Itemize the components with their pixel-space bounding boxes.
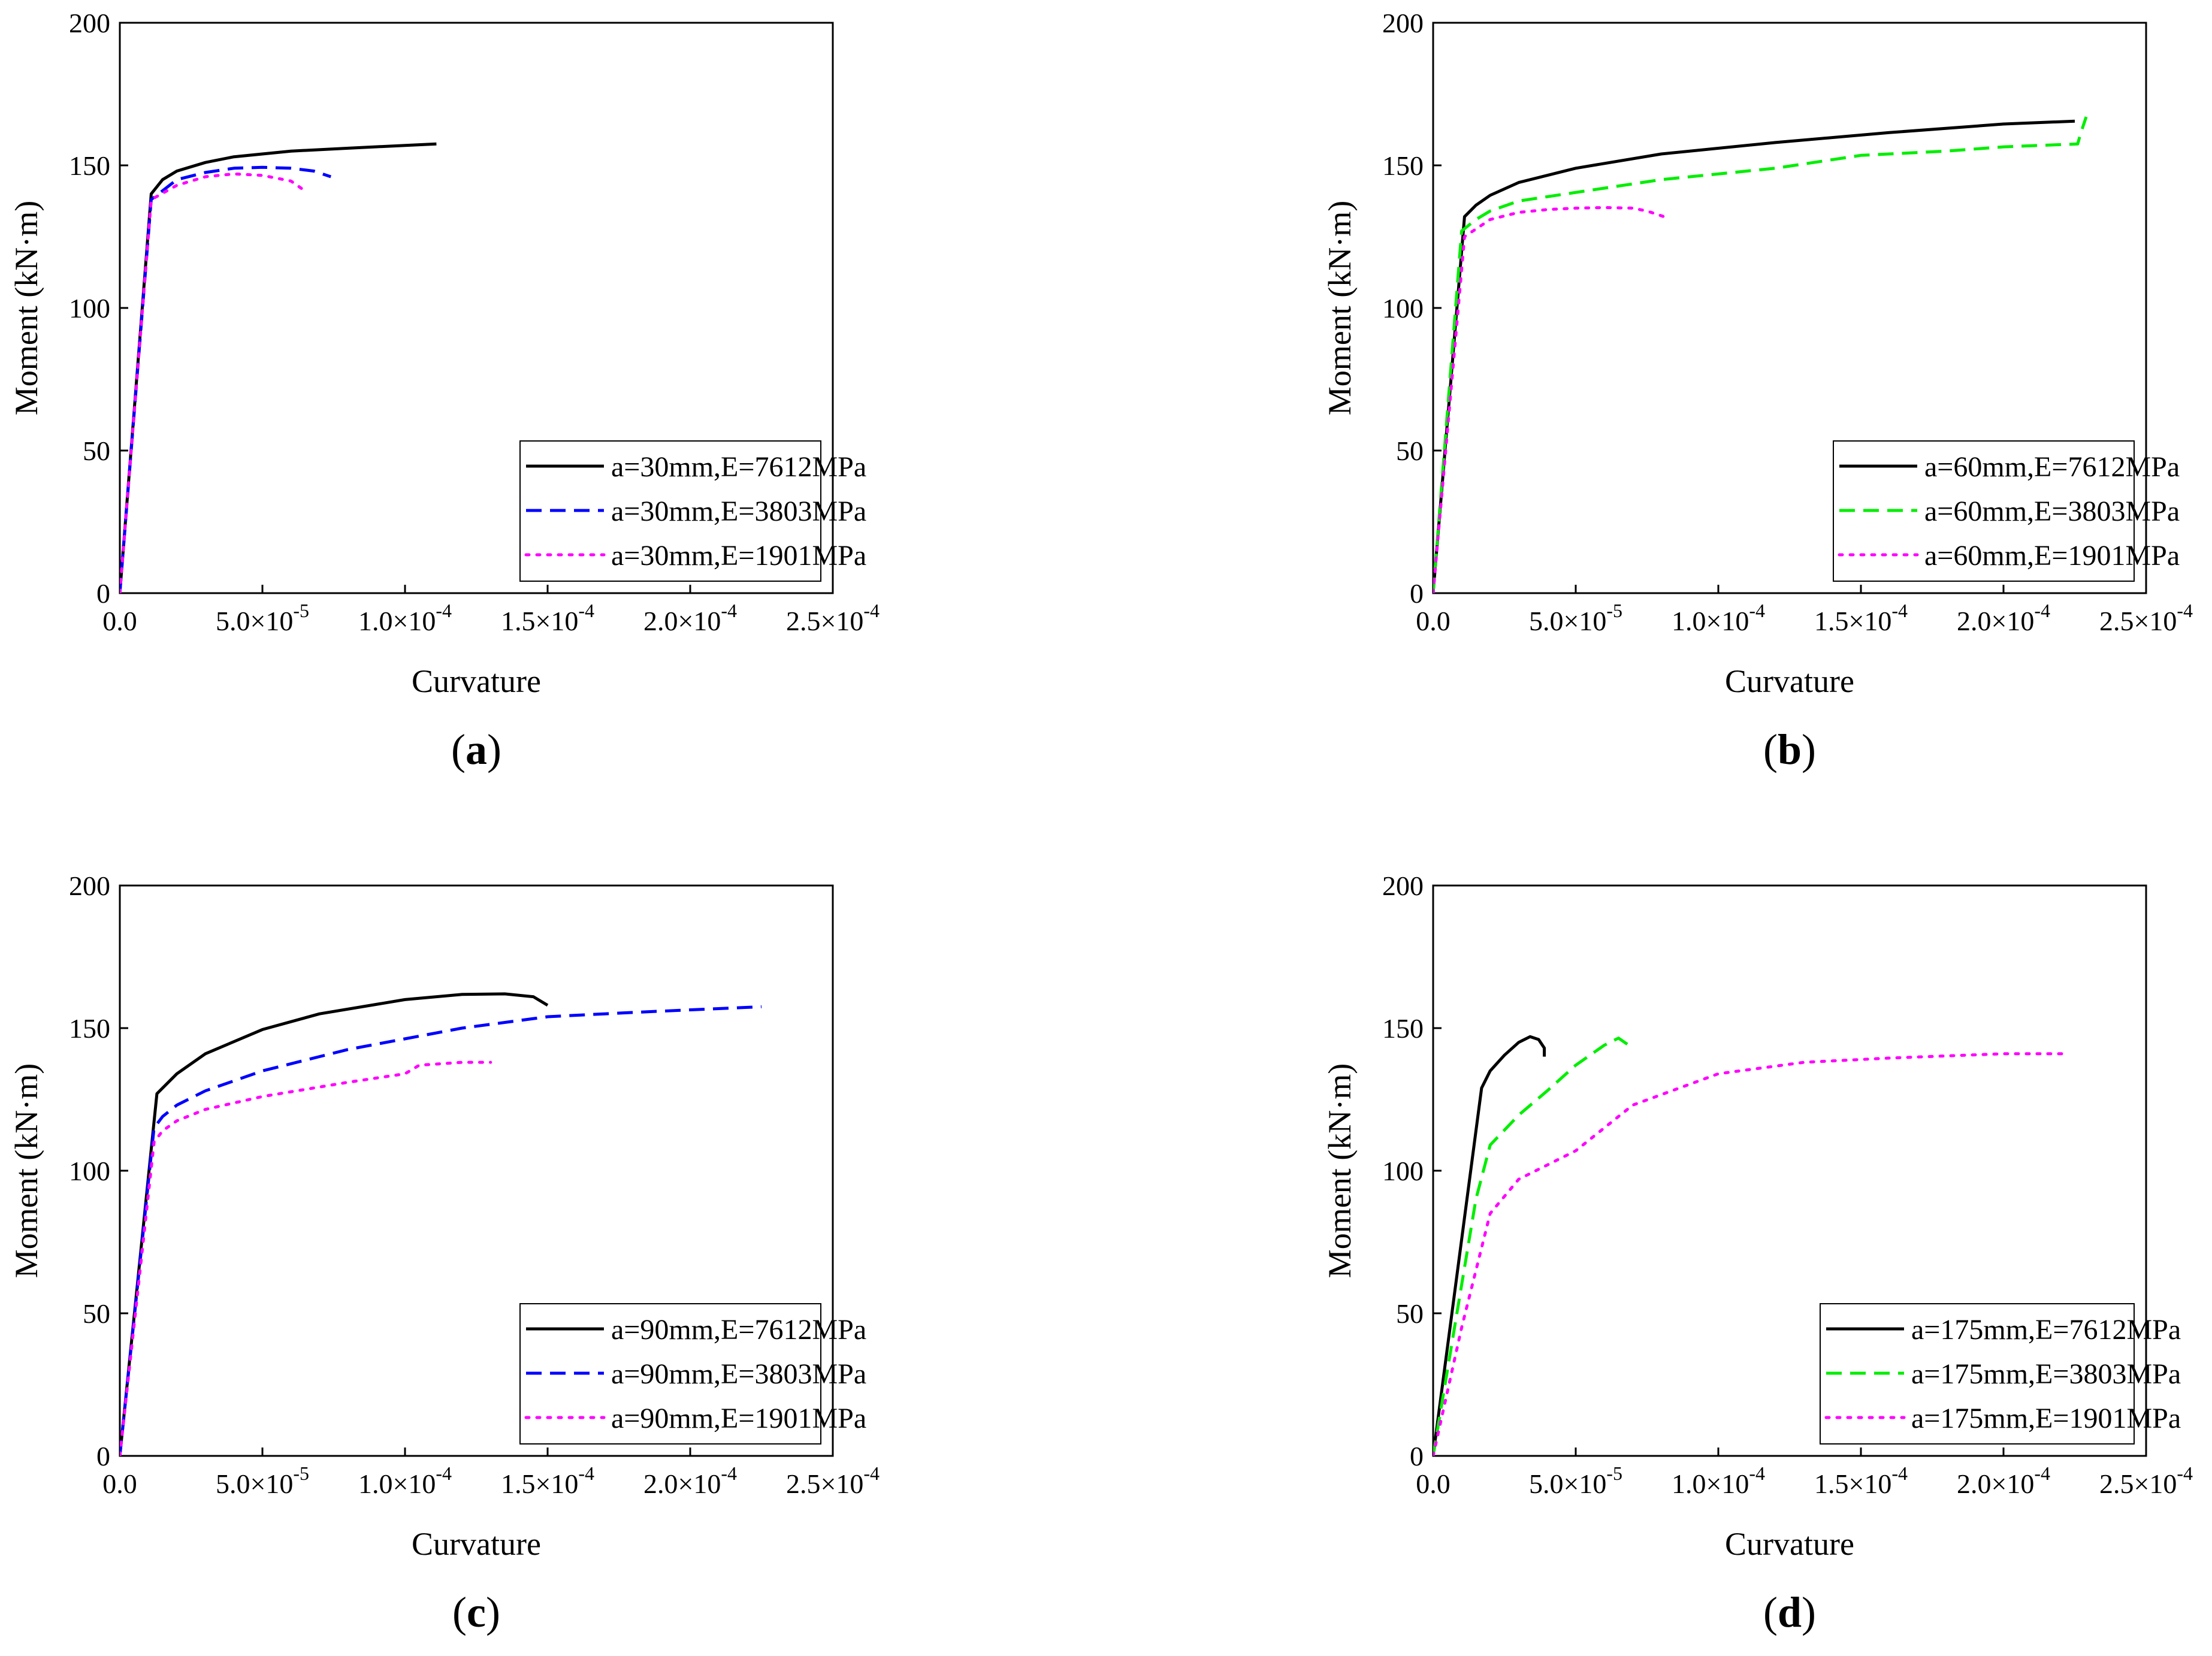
legend: a=175mm,E=7612MPa a=175mm,E=3803MPa a=175m… <box>1820 1303 2181 1445</box>
y-axis-title: Moment (kN·m) <box>8 201 44 415</box>
series-line-3 <box>1433 206 1666 593</box>
series-line-3 <box>120 1060 492 1456</box>
y-tick-label: 100 <box>1382 293 1424 324</box>
panel-caption: (a) <box>451 726 501 773</box>
legend-label-1: a=90mm,E=7612MPa <box>611 1314 866 1346</box>
x-tick-label: 2.5×10-4 <box>786 600 880 636</box>
legend: a=60mm,E=7612MPa a=60mm,E=3803MPa a=60mm,E… <box>1833 440 2180 582</box>
y-tick-label: 50 <box>1396 1298 1424 1329</box>
x-tick-label: 5.0×10-5 <box>1529 1462 1622 1499</box>
legend-box <box>519 440 821 582</box>
y-tick-label: 150 <box>69 1013 110 1044</box>
x-tick-label: 1.0×10-4 <box>1672 1462 1765 1499</box>
series-line-1 <box>1433 1035 1546 1456</box>
legend-label-1: a=175mm,E=7612MPa <box>1911 1314 2181 1346</box>
legend-label-3: a=175mm,E=1901MPa <box>1911 1403 2181 1434</box>
y-tick-label: 200 <box>1382 8 1424 38</box>
x-tick-label: 1.5×10-4 <box>1814 1462 1908 1499</box>
series-line-1 <box>120 142 437 593</box>
y-tick-label: 150 <box>1382 1013 1424 1044</box>
x-axis-title: Curvature <box>412 663 541 699</box>
series-line-2 <box>120 165 331 593</box>
x-tick-label: 2.0×10-4 <box>643 600 737 636</box>
legend-label-2: a=90mm,E=3803MPa <box>611 1358 866 1390</box>
x-tick-label: 2.0×10-4 <box>1957 600 2050 636</box>
x-tick-label: 0.0 <box>1416 606 1451 636</box>
y-tick-label: 0 <box>96 1441 110 1471</box>
legend: a=30mm,E=7612MPa a=30mm,E=3803MPa a=30mm,E… <box>519 440 866 582</box>
y-tick-label: 200 <box>1382 871 1424 901</box>
legend-label-1: a=60mm,E=7612MPa <box>1924 451 2180 483</box>
series-line-2 <box>1433 116 2088 593</box>
series-line-3 <box>120 172 307 593</box>
y-tick-label: 200 <box>69 871 110 901</box>
x-tick-label: 2.5×10-4 <box>786 1462 880 1499</box>
legend-label-1: a=30mm,E=7612MPa <box>611 451 866 483</box>
chart-panel-d: 0 50 100 150 200 0.0 5.0×10-5 1.0×10-4 1.5×10-4 2… <box>1322 871 2193 1636</box>
x-tick-label: 5.0×10-5 <box>216 600 309 636</box>
x-axis-title: Curvature <box>412 1526 541 1562</box>
series-line-2 <box>1433 1036 1634 1456</box>
series-line-3 <box>1433 1052 2071 1456</box>
x-tick-label: 2.0×10-4 <box>643 1462 737 1499</box>
legend-label-2: a=175mm,E=3803MPa <box>1911 1358 2181 1390</box>
series-line-1 <box>120 992 549 1456</box>
y-tick-label: 0 <box>1410 1441 1424 1471</box>
y-tick-label: 100 <box>1382 1156 1424 1186</box>
legend: a=90mm,E=7612MPa a=90mm,E=3803MPa a=90mm,E… <box>519 1303 866 1445</box>
y-tick-label: 200 <box>69 8 110 38</box>
chart-panel-c: 0 50 100 150 200 0.0 5.0×10-5 1.0×10-4 1.5×10-4 2… <box>8 871 880 1636</box>
x-axis-title: Curvature <box>1725 1526 1854 1562</box>
x-tick-label: 1.0×10-4 <box>1672 600 1765 636</box>
x-axis-title: Curvature <box>1725 663 1854 699</box>
series-line-1 <box>1433 119 2075 593</box>
legend-label-2: a=60mm,E=3803MPa <box>1924 495 2180 527</box>
legend-box <box>1820 1303 2135 1445</box>
y-tick-label: 50 <box>83 1298 110 1329</box>
y-axis-title: Moment (kN·m) <box>8 1063 44 1278</box>
x-tick-label: 0.0 <box>1416 1468 1451 1499</box>
y-tick-label: 0 <box>1410 578 1424 609</box>
y-tick-label: 100 <box>69 293 110 324</box>
y-axis-title: Moment (kN·m) <box>1322 1063 1358 1278</box>
x-tick-label: 2.0×10-4 <box>1957 1462 2050 1499</box>
x-tick-label: 2.5×10-4 <box>2099 600 2193 636</box>
y-tick-label: 50 <box>1396 436 1424 466</box>
x-tick-label: 1.0×10-4 <box>358 600 452 636</box>
x-tick-label: 0.0 <box>102 606 137 636</box>
y-tick-label: 0 <box>96 578 110 609</box>
panel-caption: (d) <box>1763 1588 1816 1636</box>
legend-label-2: a=30mm,E=3803MPa <box>611 495 866 527</box>
y-tick-label: 100 <box>69 1156 110 1186</box>
x-tick-label: 1.5×10-4 <box>501 600 594 636</box>
chart-panel-a: 0 50 100 150 200 0.0 5.0×10-5 1.0×10-4 1.5×10-4 2… <box>8 8 880 773</box>
x-tick-label: 2.5×10-4 <box>2099 1462 2193 1499</box>
x-tick-label: 1.0×10-4 <box>358 1462 452 1499</box>
x-tick-label: 1.5×10-4 <box>501 1462 594 1499</box>
panel-caption: (b) <box>1763 726 1816 773</box>
series-line-2 <box>120 1005 762 1456</box>
x-tick-label: 5.0×10-5 <box>1529 600 1622 636</box>
legend-box <box>519 1303 821 1445</box>
legend-label-3: a=60mm,E=1901MPa <box>1924 540 2180 572</box>
panel-caption: (c) <box>452 1588 500 1636</box>
legend-label-3: a=90mm,E=1901MPa <box>611 1403 866 1434</box>
x-tick-label: 5.0×10-5 <box>216 1462 309 1499</box>
x-tick-label: 0.0 <box>102 1468 137 1499</box>
y-tick-label: 50 <box>83 436 110 466</box>
y-tick-label: 150 <box>1382 150 1424 181</box>
y-tick-label: 150 <box>69 150 110 181</box>
legend-label-3: a=30mm,E=1901MPa <box>611 540 866 572</box>
chart-panel-b: 0 50 100 150 200 0.0 5.0×10-5 1.0×10-4 1.5×10-4 2… <box>1322 8 2193 773</box>
x-tick-label: 1.5×10-4 <box>1814 600 1908 636</box>
y-axis-title: Moment (kN·m) <box>1322 201 1358 415</box>
legend-box <box>1833 440 2135 582</box>
